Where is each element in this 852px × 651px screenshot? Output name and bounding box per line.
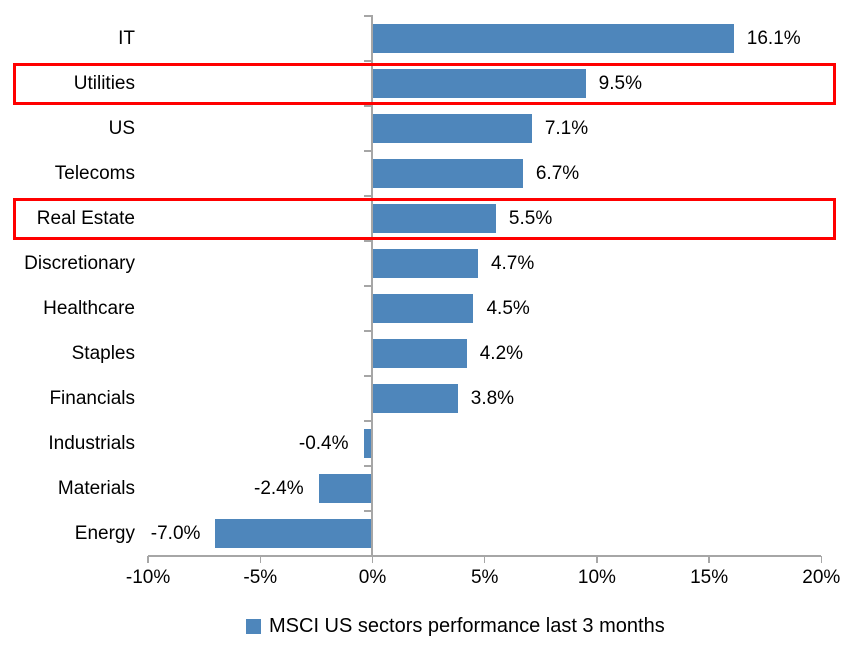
legend-marker-icon — [246, 618, 261, 634]
category-axis-tick — [364, 240, 371, 242]
bar — [372, 204, 496, 233]
bar-value-label: 16.1% — [746, 27, 801, 49]
x-tick-label: 0% — [358, 567, 387, 588]
value-axis-tick — [371, 556, 374, 563]
legend: MSCI US sectors performance last 3 month… — [246, 613, 665, 639]
category-label: Staples — [71, 342, 135, 364]
category-label: Real Estate — [36, 207, 135, 229]
bar — [372, 159, 523, 188]
bar-value-label: -0.4% — [298, 432, 349, 454]
value-axis-line — [148, 555, 822, 557]
category-label: Utilities — [73, 72, 135, 94]
bar-value-label: 3.8% — [470, 387, 515, 409]
bar-value-label: 4.5% — [486, 297, 530, 319]
bar — [372, 69, 586, 98]
value-axis-tick — [820, 556, 823, 563]
value-axis-tick — [147, 556, 149, 563]
category-axis-tick — [364, 330, 371, 332]
x-tick-label: 10% — [577, 567, 616, 588]
category-axis-tick — [364, 195, 371, 197]
category-label: Telecoms — [54, 162, 135, 184]
bar-value-label: 9.5% — [598, 72, 642, 94]
value-axis-tick — [596, 556, 598, 563]
x-tick-label: 15% — [690, 567, 729, 588]
category-label: Financials — [49, 387, 135, 409]
bar — [363, 429, 373, 458]
category-label: Materials — [57, 477, 135, 499]
category-label: Industrials — [48, 432, 135, 454]
category-axis-tick — [364, 375, 371, 377]
bar — [372, 24, 734, 53]
bar-value-label: 6.7% — [535, 162, 580, 184]
bar-value-label: 4.7% — [490, 252, 535, 274]
category-label: Discretionary — [24, 252, 135, 274]
category-axis-tick — [364, 510, 371, 512]
category-axis-tick — [364, 105, 371, 107]
category-axis-line — [371, 15, 373, 556]
highlight-box — [13, 62, 836, 105]
category-axis-tick — [364, 285, 371, 287]
bar-value-label: -2.4% — [254, 477, 304, 499]
category-label: US — [108, 117, 135, 139]
category-axis-tick — [364, 150, 371, 152]
bar-value-label: 4.2% — [479, 342, 524, 364]
legend-label: MSCI US sectors performance last 3 month… — [269, 615, 665, 637]
x-tick-label: -5% — [243, 567, 278, 588]
highlight-box — [13, 197, 836, 240]
bar — [318, 474, 373, 503]
category-axis-tick — [364, 420, 371, 422]
bar — [215, 519, 373, 548]
x-tick-label: 5% — [470, 567, 499, 588]
x-tick-label: 20% — [802, 567, 841, 588]
bar-value-label: 5.5% — [508, 207, 553, 229]
value-axis-tick — [259, 556, 262, 563]
category-axis-tick — [364, 60, 371, 62]
bar — [372, 294, 474, 323]
category-label: Energy — [74, 522, 135, 544]
bar — [372, 339, 467, 368]
category-label: Healthcare — [43, 297, 135, 319]
bar-value-label: -7.0% — [150, 522, 201, 544]
bar — [372, 384, 458, 413]
category-axis-tick — [364, 465, 371, 467]
value-axis-tick — [483, 556, 486, 563]
value-axis-tick — [708, 556, 710, 563]
bar-value-label: 7.1% — [544, 117, 589, 139]
bar — [372, 114, 532, 143]
category-label: IT — [118, 27, 135, 49]
bar — [372, 249, 478, 278]
x-tick-label: -10% — [125, 567, 171, 588]
category-axis-tick — [364, 15, 371, 17]
